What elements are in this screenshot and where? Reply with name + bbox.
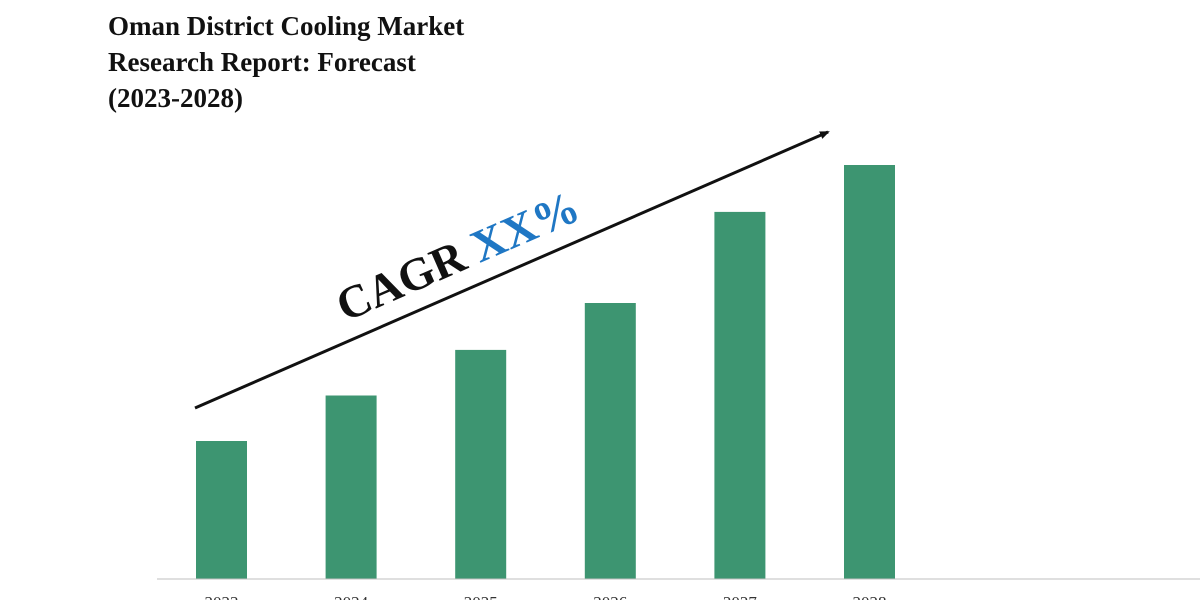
x-tick-label-2025: 2025 — [464, 593, 498, 600]
title-line-2: Research Report: Forecast — [108, 47, 416, 77]
chart-title: Oman District Cooling Market Research Re… — [108, 8, 464, 116]
title-line-3: (2023-2028) — [108, 83, 243, 113]
title-line-1: Oman District Cooling Market — [108, 11, 465, 41]
trend-arrow — [194, 130, 830, 410]
bar-2023 — [196, 441, 247, 579]
bars-layer — [196, 165, 895, 579]
x-tick-labels: 2023 2024 2025 2026 2027 2028 — [205, 593, 887, 600]
cagr-value: XX% — [463, 181, 586, 273]
x-tick-label-2026: 2026 — [593, 593, 627, 600]
bar-2025 — [455, 349, 507, 579]
bar-2024 — [325, 395, 377, 579]
x-tick-label-2027: 2027 — [723, 593, 758, 600]
bar-2028 — [844, 165, 895, 579]
bar-2027 — [714, 211, 766, 579]
cagr-annotation: CAGR XX% — [329, 181, 587, 332]
bar-2026 — [584, 303, 636, 579]
x-tick-label-2028: 2028 — [853, 593, 887, 600]
x-tick-label-2023: 2023 — [205, 593, 239, 600]
x-tick-label-2024: 2024 — [334, 593, 369, 600]
